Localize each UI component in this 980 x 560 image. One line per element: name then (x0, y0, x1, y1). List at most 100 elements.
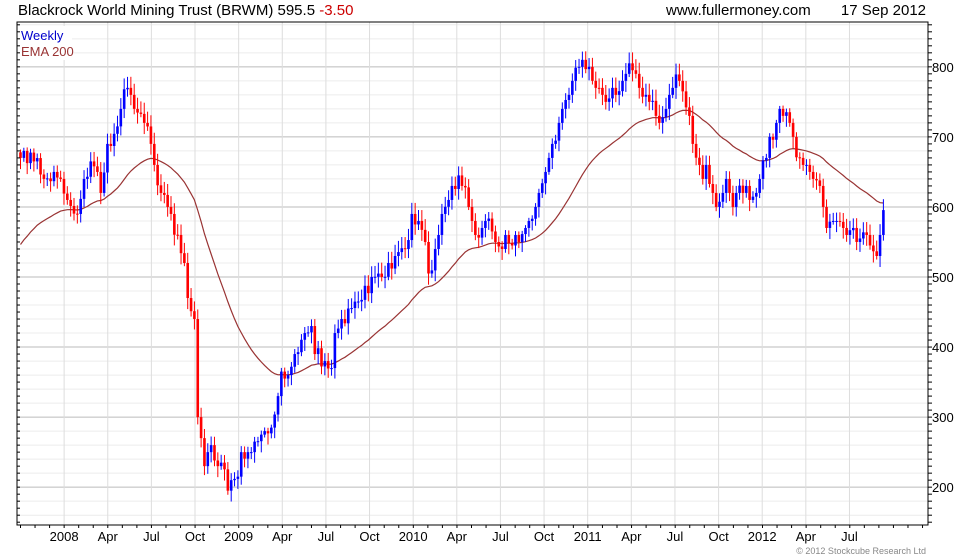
candle-down (845, 227, 848, 235)
candle-down (367, 285, 370, 294)
candle-up (744, 185, 748, 193)
candle-down (868, 234, 872, 246)
candle-up (346, 308, 350, 324)
candle-up (233, 478, 236, 481)
candle-down (193, 311, 196, 320)
candle-up (571, 80, 574, 95)
candle-up (300, 339, 303, 353)
candle-down (500, 246, 504, 249)
candle-up (704, 164, 708, 179)
candle-down (584, 59, 588, 70)
candle-down (72, 205, 76, 214)
y-tick-label: 400 (932, 340, 954, 355)
candle-up (373, 276, 377, 278)
y-tick-label: 800 (932, 60, 954, 75)
candle-up (668, 94, 671, 109)
candle-up (721, 192, 725, 202)
copyright: © 2012 Stockcube Research Ltd (796, 546, 926, 556)
candle-down (109, 143, 113, 146)
candle-up (363, 285, 367, 300)
candle-down (517, 234, 521, 242)
x-tick-label: 2008 (50, 529, 79, 544)
candle-down (601, 87, 604, 95)
candle-down (99, 171, 103, 193)
candle-down (801, 157, 805, 165)
candle-down (815, 178, 818, 181)
candle-down (841, 221, 845, 228)
candle-up (547, 157, 551, 172)
candle-up (52, 171, 56, 182)
candle-up (607, 98, 611, 102)
candle-up (768, 136, 771, 158)
candle-down (213, 445, 216, 461)
candle-down (49, 178, 52, 182)
candle-down (55, 171, 59, 178)
candle-up (537, 192, 541, 207)
candle-up (504, 234, 507, 249)
candle-down (390, 262, 394, 269)
candle-up (674, 74, 678, 88)
candle-down (510, 243, 514, 246)
candle-up (353, 301, 357, 309)
candle-down (701, 164, 705, 179)
candle-up (755, 192, 758, 197)
x-tick-label: Oct (534, 529, 555, 544)
legend-bg (20, 26, 72, 60)
candle-down (403, 248, 407, 250)
candle-up (316, 348, 320, 355)
x-tick-label: Jul (841, 529, 858, 544)
ema-200-line (20, 109, 884, 376)
x-tick-label: Apr (447, 529, 468, 544)
candle-up (236, 476, 240, 479)
candle-up (751, 196, 755, 200)
candle-down (173, 213, 176, 235)
x-tick-label: Apr (98, 529, 119, 544)
candle-down (684, 91, 688, 108)
candle-down (283, 371, 287, 379)
candle-down (313, 326, 317, 355)
candle-up (209, 445, 213, 453)
price-change: -3.50 (319, 2, 353, 19)
candle-down (156, 164, 159, 186)
candle-down (76, 213, 79, 215)
candle-up (246, 452, 250, 459)
candle-up (122, 89, 126, 109)
candle-down (132, 94, 136, 109)
candle-up (624, 73, 628, 81)
candle-down (413, 213, 417, 225)
candle-down (691, 115, 695, 144)
candle-down (798, 157, 802, 159)
candle-down (631, 63, 634, 71)
candle-down (788, 112, 792, 123)
candle-down (604, 94, 608, 102)
x-tick-label: 2012 (748, 529, 777, 544)
candle-up (805, 164, 808, 166)
candle-down (641, 87, 644, 97)
candle-up (45, 178, 49, 180)
candle-up (89, 161, 93, 177)
candle-up (447, 199, 450, 207)
x-tick-label: Jul (667, 529, 684, 544)
candle-up (323, 361, 327, 367)
candle-up (29, 152, 32, 164)
candle-up (410, 213, 414, 241)
candle-up (397, 252, 400, 256)
candle-up (785, 112, 788, 116)
candle-down (637, 73, 641, 88)
candle-down (591, 66, 594, 81)
x-tick-label: Jul (492, 529, 509, 544)
candle-down (781, 108, 785, 116)
candle-up (617, 91, 621, 95)
candle-up (487, 218, 491, 221)
candle-up (734, 192, 738, 207)
candle-down (420, 220, 424, 230)
candle-up (206, 452, 210, 467)
candle-down (183, 253, 186, 263)
x-tick-label: Oct (185, 529, 206, 544)
candle-down (166, 194, 169, 207)
y-tick-label: 700 (932, 130, 954, 145)
candle-down (711, 183, 715, 193)
candle-up (239, 452, 243, 477)
candle-down (855, 227, 858, 242)
